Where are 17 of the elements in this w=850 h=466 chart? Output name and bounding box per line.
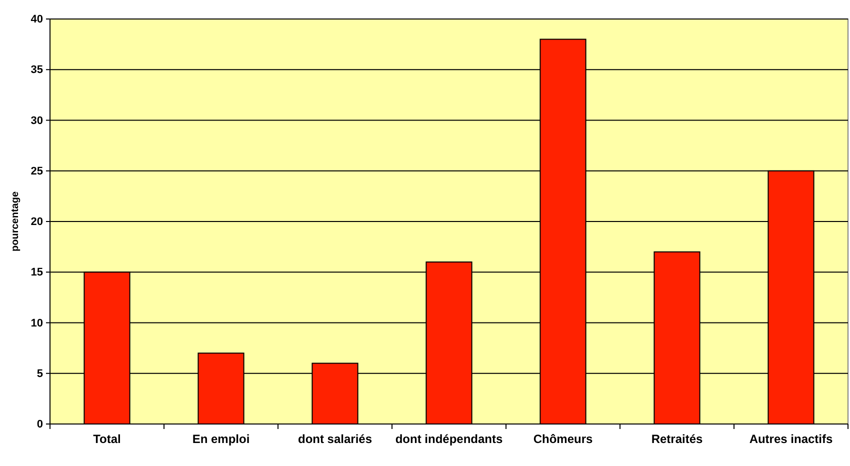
y-tick-label: 35 [30, 64, 43, 76]
y-tick-label: 15 [30, 266, 43, 279]
x-tick-label: dont salariés [298, 432, 372, 446]
x-tick-label: Autres inactifs [749, 432, 833, 446]
y-tick-label: 25 [30, 165, 43, 178]
y-tick-label: 30 [30, 114, 43, 127]
y-tick-label: 10 [30, 317, 43, 330]
x-tick-label: Total [93, 432, 121, 446]
x-tick-label: En emploi [192, 432, 250, 446]
y-tick-label: 40 [30, 14, 43, 26]
y-tick-label: 20 [30, 216, 43, 228]
x-tick-label: dont indépendants [395, 432, 503, 446]
y-tick-label: 0 [36, 418, 43, 431]
y-axis-title: pourcentage [10, 191, 21, 252]
y-tick-label: 5 [36, 368, 43, 380]
x-tick-label: Chômeurs [533, 432, 593, 446]
x-tick-label: Retraités [651, 432, 704, 446]
